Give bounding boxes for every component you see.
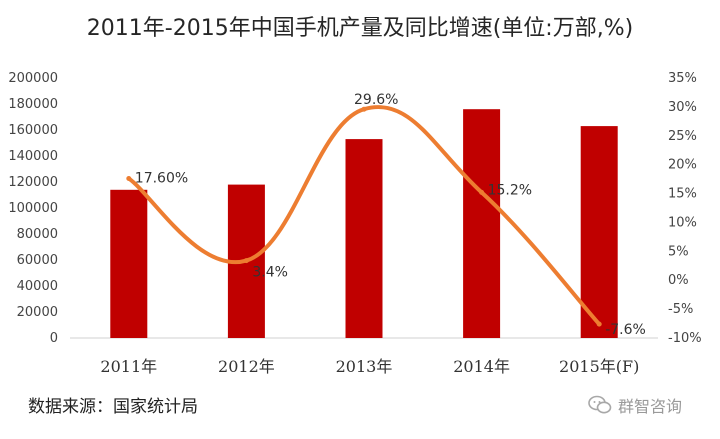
growth-rate-point bbox=[126, 176, 132, 182]
x-tick-label: 2015年(F) bbox=[559, 357, 639, 376]
wechat-icon bbox=[588, 395, 612, 414]
y-left-tick-label: 20000 bbox=[17, 305, 58, 320]
y-right-tick-label: -10% bbox=[668, 331, 702, 346]
growth-rate-label: -7.6% bbox=[605, 322, 646, 338]
x-tick-label: 2014年 bbox=[453, 357, 510, 376]
growth-rate-label: 29.6% bbox=[354, 92, 398, 108]
watermark-text: 群智咨询 bbox=[618, 397, 683, 416]
y-right-tick-label: -5% bbox=[668, 302, 693, 317]
y-left-tick-label: 40000 bbox=[17, 279, 58, 294]
chart-title: 2011年-2015年中国手机产量及同比增速(单位:万部,%) bbox=[86, 16, 634, 41]
bar bbox=[580, 126, 618, 338]
y-left-tick-label: 120000 bbox=[8, 175, 58, 190]
growth-rate-point bbox=[361, 106, 367, 112]
growth-rate-label: 15.2% bbox=[488, 182, 532, 198]
y-right-tick-label: 30% bbox=[668, 100, 697, 115]
x-tick-label: 2012年 bbox=[218, 357, 275, 376]
bar bbox=[463, 109, 501, 338]
growth-rate-point bbox=[479, 189, 485, 195]
growth-rate-label: 3.4% bbox=[252, 265, 288, 281]
data-source-note: 数据来源：国家统计局 bbox=[28, 397, 198, 417]
growth-rate-point bbox=[243, 258, 249, 264]
y-left-tick-label: 100000 bbox=[8, 201, 58, 216]
growth-rate-label: 17.60% bbox=[135, 171, 188, 187]
y-left-tick-label: 180000 bbox=[8, 97, 58, 112]
y-right-tick-label: 20% bbox=[668, 158, 697, 173]
y-right-tick-label: 15% bbox=[668, 187, 697, 202]
y-left-tick-label: 140000 bbox=[8, 149, 58, 164]
x-tick-label: 2013年 bbox=[336, 357, 393, 376]
x-tick-label: 2011年 bbox=[100, 357, 157, 376]
growth-rate-point bbox=[596, 321, 602, 327]
y-left-tick-label: 200000 bbox=[8, 71, 58, 86]
y-right-tick-label: 5% bbox=[668, 244, 689, 259]
y-right-tick-label: 35% bbox=[668, 71, 697, 86]
y-left-tick-label: 60000 bbox=[17, 253, 58, 268]
bar bbox=[110, 189, 148, 338]
watermark: 群智咨询 bbox=[588, 393, 682, 417]
y-left-tick-label: 160000 bbox=[8, 123, 58, 138]
bar bbox=[345, 139, 383, 338]
y-left-tick-label: 80000 bbox=[17, 227, 58, 242]
y-left-tick-label: 0 bbox=[50, 331, 58, 346]
y-right-tick-label: 10% bbox=[668, 215, 697, 230]
y-right-tick-label: 0% bbox=[668, 273, 689, 288]
y-right-tick-label: 25% bbox=[668, 129, 697, 144]
